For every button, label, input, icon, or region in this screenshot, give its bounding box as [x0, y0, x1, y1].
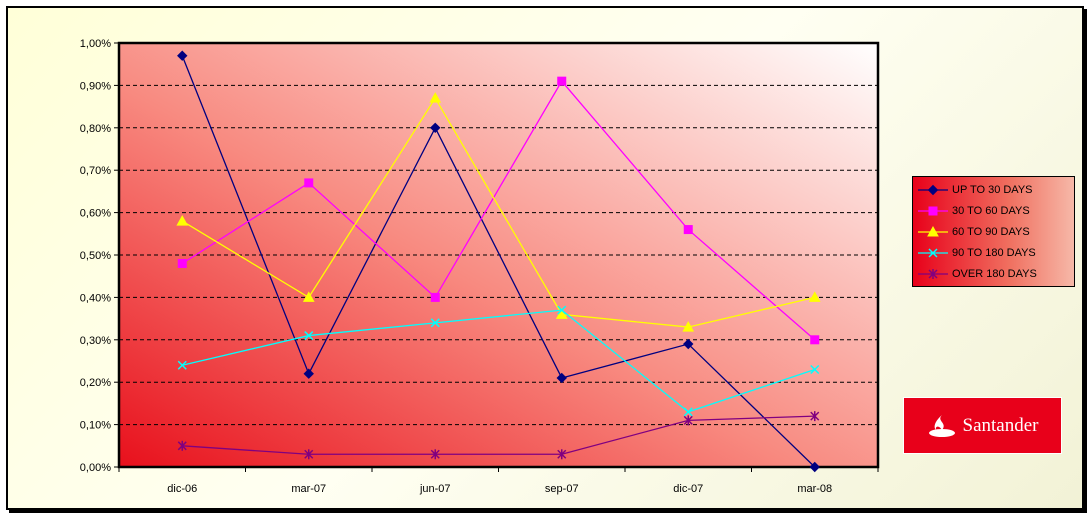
- series-4: [177, 305, 820, 417]
- data-point: [555, 308, 568, 319]
- legend-label: UP TO 30 DAYS: [952, 183, 1033, 196]
- legend-marker: [928, 206, 938, 215]
- gridlines: [119, 84, 878, 426]
- series-5: [177, 411, 820, 460]
- legend-swatch: [918, 268, 948, 279]
- data-point: [809, 461, 820, 473]
- x-tick-label: mar-08: [797, 483, 832, 495]
- data-point: [430, 449, 440, 460]
- legend-item: OVER 180 DAYS: [913, 263, 1074, 284]
- y-tick-label: 0,50%: [80, 250, 111, 262]
- data-point: [556, 372, 567, 384]
- y-tick-label: 0,40%: [80, 292, 111, 304]
- y-tick-label: 0,80%: [80, 123, 111, 135]
- legend-marker: [928, 268, 938, 279]
- data-point: [683, 407, 693, 417]
- y-tick-label: 0,30%: [80, 335, 111, 347]
- data-point: [177, 440, 187, 451]
- data-point: [430, 318, 440, 328]
- data-point: [177, 50, 188, 61]
- legend-label: 30 TO 60 DAYS: [952, 204, 1030, 217]
- legend-swatch: [918, 225, 948, 236]
- data-point: [683, 415, 693, 426]
- data-point: [304, 449, 314, 460]
- series-1: [177, 50, 820, 473]
- legend-swatch: [918, 247, 948, 258]
- santander-logo: Santander: [903, 397, 1062, 454]
- legend-label: OVER 180 DAYS: [952, 267, 1037, 280]
- series-line: [181, 96, 815, 328]
- series-line: [181, 55, 816, 468]
- flame-icon: [928, 414, 955, 437]
- data-point: [176, 215, 189, 226]
- x-tick-label: mar-07: [291, 483, 326, 495]
- y-tick-label: 0,20%: [80, 377, 111, 389]
- y-tick-label: 0,10%: [80, 420, 111, 432]
- chart-legend: UP TO 30 DAYS 30 TO 60 DAYS 60 TO 90 DAYS 9…: [912, 176, 1075, 287]
- series-lines: [176, 50, 821, 473]
- y-tick-label: 0,00%: [80, 462, 111, 474]
- data-point: [304, 331, 314, 341]
- series-line: [181, 80, 816, 341]
- x-tick-label: dic-06: [167, 483, 197, 495]
- data-point: [810, 335, 820, 345]
- series-line: [182, 415, 815, 455]
- legend-label: 60 TO 90 DAYS: [952, 225, 1030, 238]
- axes: 0,00% 0,10% 0,20% 0,30% 0,40% 0,50% 0,60% 0,70%…: [80, 38, 880, 495]
- series-2: [177, 76, 820, 345]
- y-tick-label: 0,90%: [80, 80, 111, 92]
- legend-item: 30 TO 60 DAYS: [913, 200, 1074, 221]
- data-point: [430, 292, 440, 302]
- data-point: [557, 76, 567, 86]
- plot-border: [117, 41, 880, 469]
- data-point: [557, 449, 567, 460]
- x-tick-label: dic-07: [673, 483, 703, 495]
- legend-marker: [927, 225, 939, 236]
- legend-swatch: [918, 184, 948, 195]
- data-point: [302, 291, 315, 302]
- legend-item: 90 TO 180 DAYS: [913, 242, 1074, 263]
- y-tick-label: 1,00%: [80, 38, 111, 50]
- legend-marker: [927, 184, 939, 195]
- legend-item: UP TO 30 DAYS: [913, 179, 1074, 200]
- data-point: [304, 178, 314, 188]
- data-point: [303, 368, 314, 379]
- series-line: [182, 309, 815, 413]
- logo-text: Santander: [962, 414, 1039, 436]
- series-3: [176, 92, 821, 332]
- legend-marker: [928, 247, 938, 258]
- data-point: [683, 338, 694, 350]
- legend-item: 60 TO 90 DAYS: [913, 221, 1074, 242]
- legend-swatch: [918, 206, 948, 215]
- data-point: [557, 305, 567, 315]
- data-point: [430, 122, 441, 134]
- data-point: [810, 364, 820, 375]
- data-point: [683, 225, 693, 235]
- data-point: [808, 291, 821, 302]
- data-point: [810, 411, 820, 422]
- x-tick-label: sep-07: [545, 483, 579, 495]
- data-point: [177, 258, 187, 268]
- y-tick-label: 0,60%: [80, 208, 111, 220]
- data-point: [682, 321, 695, 332]
- data-point: [177, 360, 187, 370]
- x-tick-label: jun-07: [419, 483, 451, 495]
- data-point: [429, 92, 442, 103]
- y-tick-label: 0,70%: [80, 165, 111, 177]
- legend-label: 90 TO 180 DAYS: [952, 246, 1036, 259]
